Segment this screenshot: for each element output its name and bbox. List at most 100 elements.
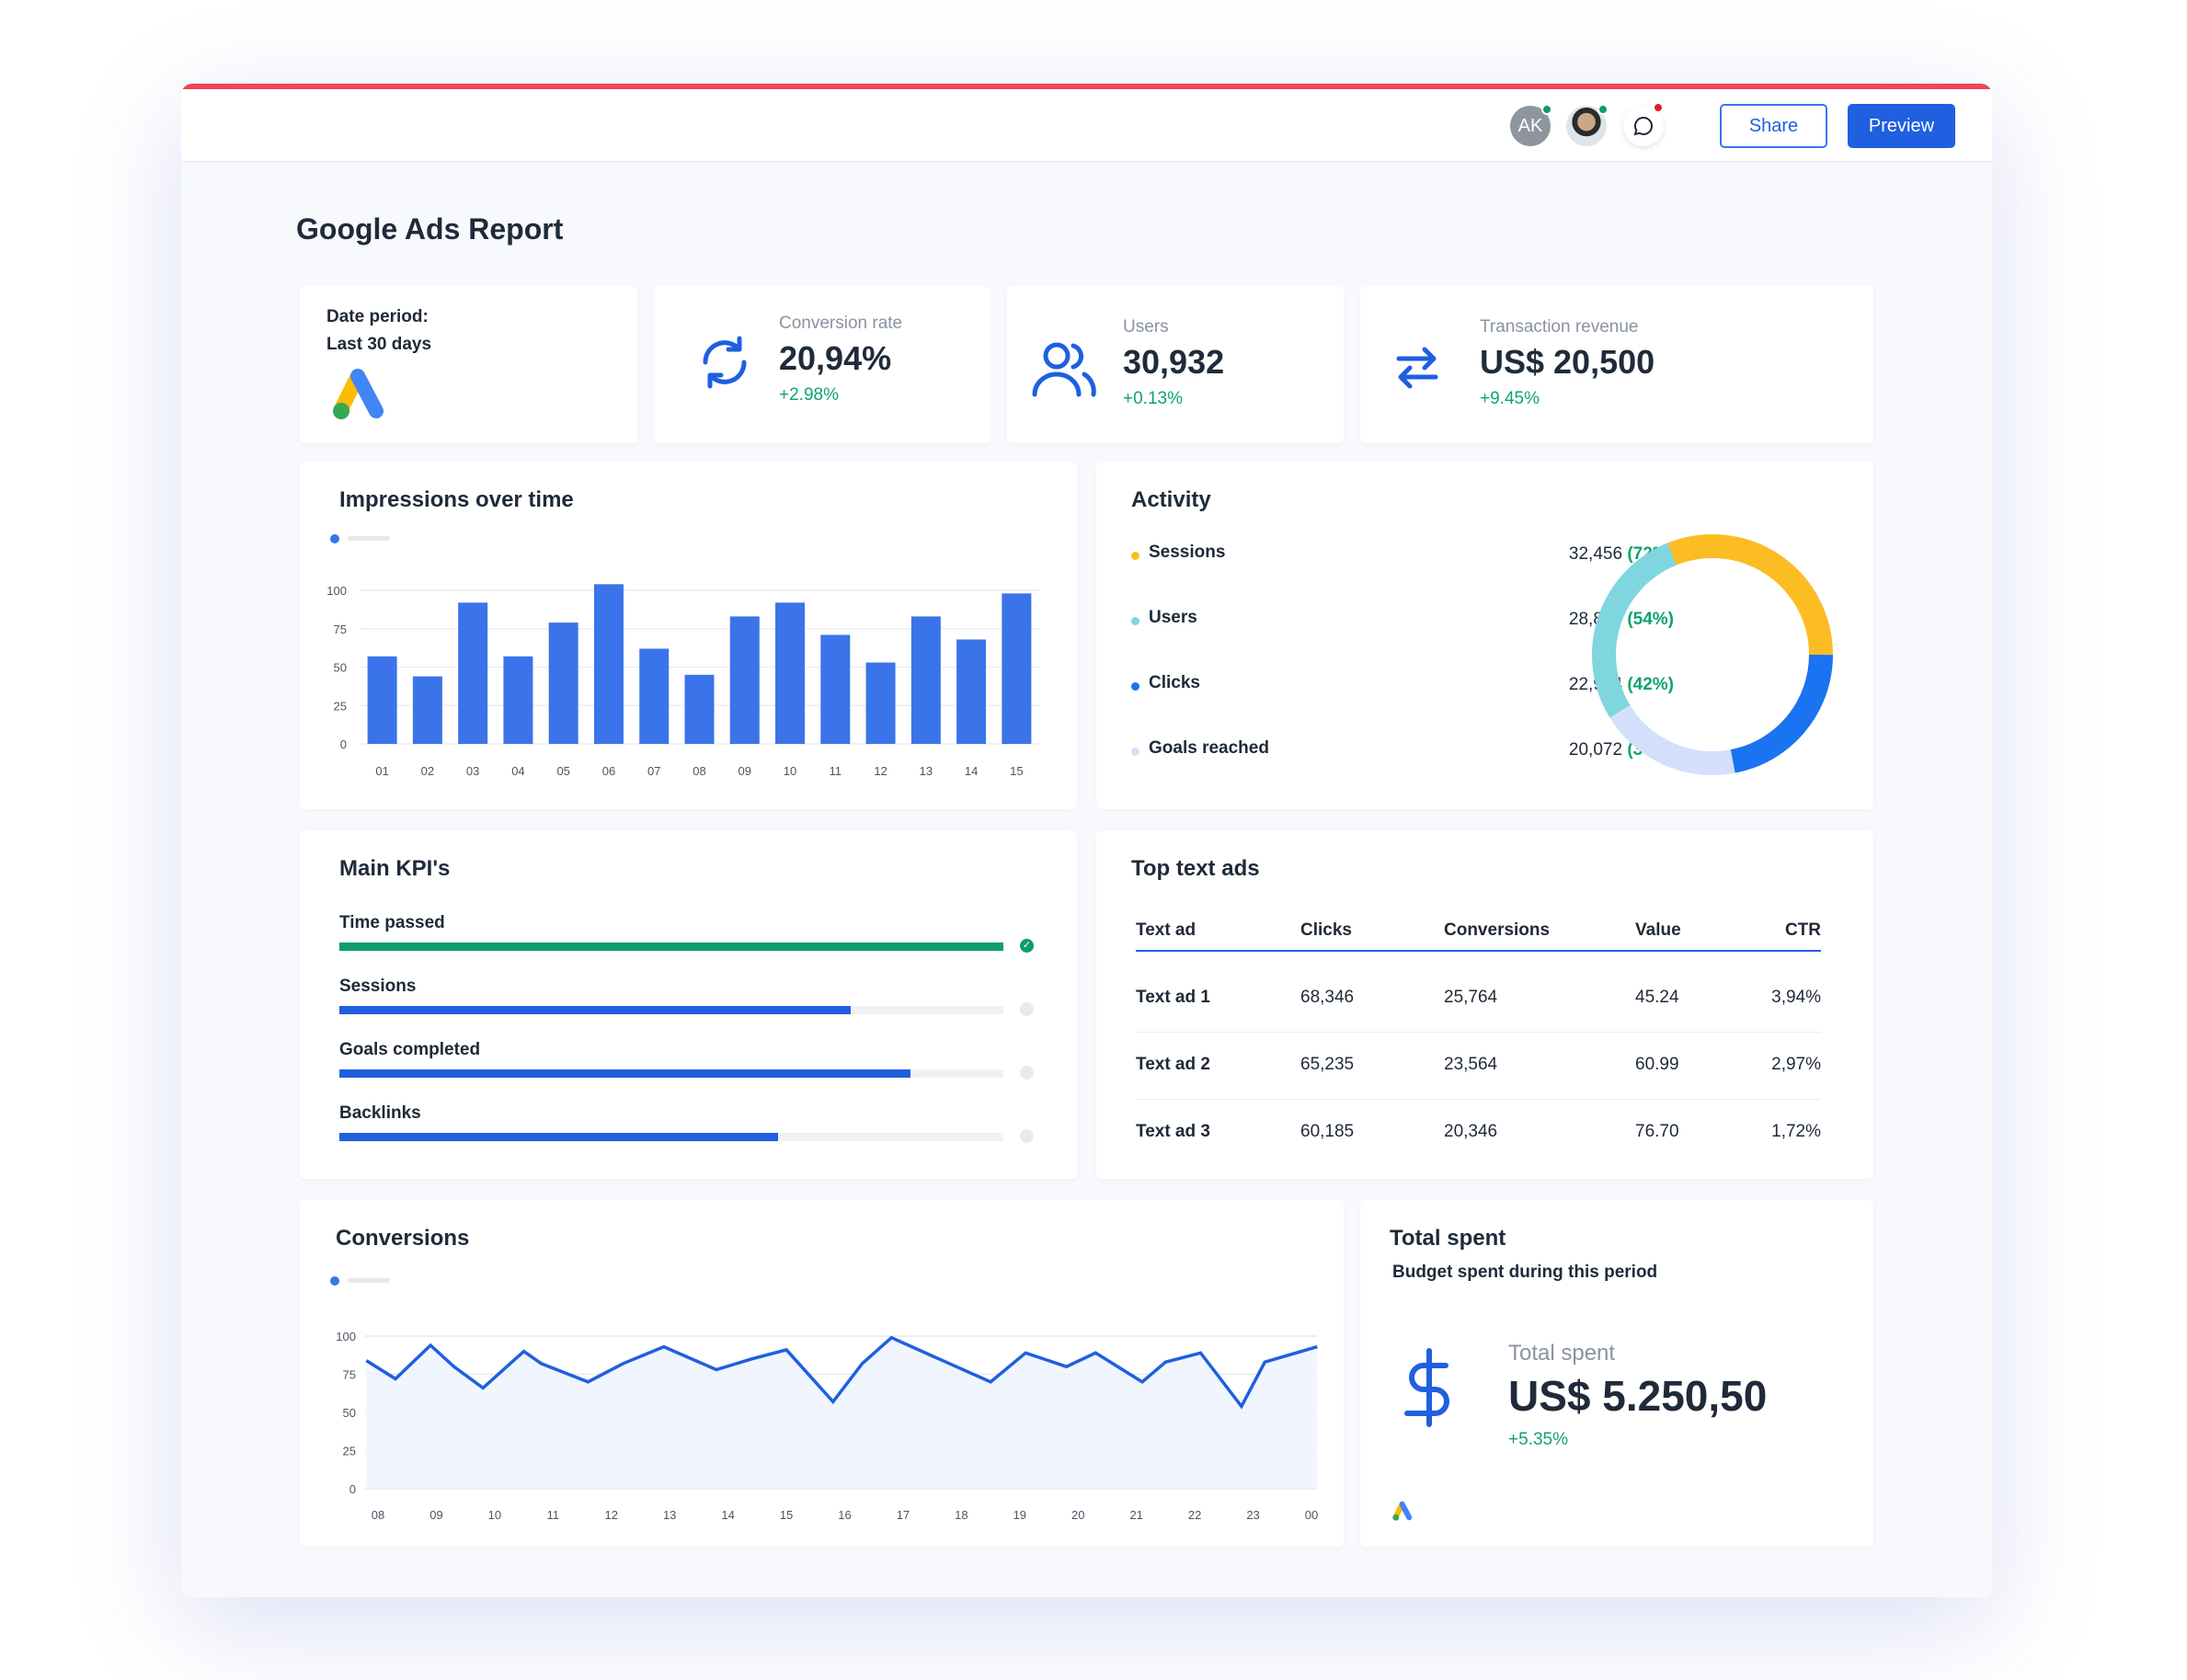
bar[interactable] xyxy=(956,639,987,744)
data-point[interactable] xyxy=(830,1399,836,1404)
impressions-bar-chart: 0 25 50 75 100 01 02 03 04 05 06 07 08 09 10 11 12 13 14 15 xyxy=(326,534,1039,778)
data-point[interactable] xyxy=(784,1347,789,1353)
y-tick-label: 75 xyxy=(334,623,347,636)
data-point[interactable] xyxy=(480,1385,486,1390)
bar[interactable] xyxy=(593,584,624,744)
data-point[interactable] xyxy=(1093,1350,1098,1355)
y-tick-label: 25 xyxy=(343,1445,356,1458)
data-point[interactable] xyxy=(1139,1379,1145,1385)
comments-button[interactable] xyxy=(1623,102,1664,146)
top-accent-bar xyxy=(181,84,1992,89)
avatar-user-photo[interactable] xyxy=(1566,104,1609,146)
data-point[interactable] xyxy=(585,1379,590,1385)
table-cell: 3,94% xyxy=(1771,988,1821,1007)
data-point[interactable] xyxy=(521,1349,527,1354)
data-point[interactable] xyxy=(749,1356,754,1362)
x-tick-label: 18 xyxy=(955,1508,968,1522)
bar[interactable] xyxy=(548,623,578,744)
bar[interactable] xyxy=(639,648,670,744)
x-tick-label: 13 xyxy=(920,764,933,778)
donut-segment[interactable] xyxy=(1666,534,1833,656)
data-point[interactable] xyxy=(1197,1350,1203,1355)
bar[interactable] xyxy=(865,662,896,744)
data-point[interactable] xyxy=(988,1379,993,1385)
table-header-cell[interactable]: Conversions xyxy=(1444,920,1551,940)
data-point[interactable] xyxy=(451,1364,456,1369)
table-cell: 23,564 xyxy=(1444,1055,1498,1074)
data-point[interactable] xyxy=(428,1343,433,1348)
data-point[interactable] xyxy=(661,1344,667,1350)
bar[interactable] xyxy=(503,656,533,744)
donut-segment[interactable] xyxy=(1730,654,1833,773)
table-header-cell[interactable]: Text ad xyxy=(1136,920,1197,940)
donut-segment[interactable] xyxy=(1609,704,1735,775)
donut-segment[interactable] xyxy=(1592,543,1677,718)
x-tick-label: 11 xyxy=(547,1508,560,1522)
data-point[interactable] xyxy=(1314,1344,1320,1350)
chat-bubble-icon xyxy=(1633,116,1653,136)
x-tick-label: 19 xyxy=(1013,1508,1026,1522)
conversions-area-chart: 0 25 50 75 100 08 09 10 11 12 13 14 15 16 17 18 19 20 21 22… xyxy=(330,1276,1320,1522)
data-point[interactable] xyxy=(888,1335,894,1341)
table-cell: Text ad 3 xyxy=(1136,1122,1210,1141)
activity-value: 20,072 xyxy=(1568,740,1623,760)
x-tick-label: 10 xyxy=(784,764,796,778)
bar[interactable] xyxy=(367,656,397,744)
table-header-cell[interactable]: CTR xyxy=(1784,920,1821,940)
data-point[interactable] xyxy=(363,1358,369,1364)
data-point[interactable] xyxy=(714,1367,719,1373)
table-header-cell[interactable]: Clicks xyxy=(1300,920,1352,940)
card-title: Main KPI's xyxy=(339,856,451,881)
bar[interactable] xyxy=(775,602,806,744)
table-row[interactable]: Text ad 3 60,185 20,346 76.70 1,72% xyxy=(1096,1122,1873,1149)
data-point[interactable] xyxy=(860,1361,865,1366)
table-cell: 1,72% xyxy=(1771,1122,1821,1141)
kpi-label: Backlinks xyxy=(339,1103,421,1123)
data-point[interactable] xyxy=(393,1376,398,1381)
table-header-divider xyxy=(1136,950,1821,952)
legend-dot xyxy=(1131,682,1139,691)
bar[interactable] xyxy=(458,602,488,744)
table-header-cell[interactable]: Value xyxy=(1635,920,1681,940)
metric-value: 20,94% xyxy=(779,339,892,377)
data-point[interactable] xyxy=(1262,1359,1267,1365)
data-point[interactable] xyxy=(539,1361,544,1366)
bar[interactable] xyxy=(412,676,442,744)
data-point[interactable] xyxy=(930,1354,935,1359)
online-indicator xyxy=(1541,104,1552,115)
data-point[interactable] xyxy=(1162,1359,1168,1365)
bar[interactable] xyxy=(910,616,941,744)
row-divider xyxy=(1136,1099,1821,1100)
kpi-progress-track xyxy=(339,1069,1003,1078)
conversions-card: Conversions 0 25 50 75 100 08 09 10 11 12 13 14 15 16… xyxy=(300,1200,1344,1547)
data-point[interactable] xyxy=(620,1361,625,1366)
date-period-label: Date period: xyxy=(326,307,429,326)
legend-dot xyxy=(1131,748,1139,756)
y-tick-label: 0 xyxy=(349,1482,356,1496)
kpi-progress-fill xyxy=(339,1069,910,1078)
preview-button[interactable]: Preview xyxy=(1848,104,1955,148)
avatar-ak[interactable]: AK xyxy=(1510,104,1552,146)
table-cell: Text ad 2 xyxy=(1136,1055,1210,1074)
metric-card-conversion-rate: Conversion rate 20,94% +2.98% xyxy=(654,286,990,443)
table-cell: 45.24 xyxy=(1635,988,1679,1007)
activity-label: Sessions xyxy=(1149,543,1226,562)
table-row[interactable]: Text ad 1 68,346 25,764 45.24 3,94% xyxy=(1096,988,1873,1015)
bar[interactable] xyxy=(1002,593,1032,744)
activity-percent: (42%) xyxy=(1627,675,1674,694)
bar[interactable] xyxy=(729,616,760,744)
pending-circle-icon xyxy=(1020,1129,1034,1143)
data-point[interactable] xyxy=(1023,1350,1028,1355)
data-point[interactable] xyxy=(1239,1403,1244,1409)
kpi-label: Goals completed xyxy=(339,1040,481,1059)
table-cell: Text ad 1 xyxy=(1136,988,1210,1007)
table-row[interactable]: Text ad 2 65,235 23,564 60.99 2,97% xyxy=(1096,1055,1873,1082)
card-title: Conversions xyxy=(336,1226,470,1251)
bar[interactable] xyxy=(820,634,851,744)
pending-circle-icon xyxy=(1020,1002,1034,1016)
bar[interactable] xyxy=(684,674,715,744)
dollar-icon xyxy=(1404,1348,1449,1427)
share-button[interactable]: Share xyxy=(1720,104,1827,148)
data-point[interactable] xyxy=(1064,1364,1070,1369)
y-tick-label: 100 xyxy=(326,584,347,598)
